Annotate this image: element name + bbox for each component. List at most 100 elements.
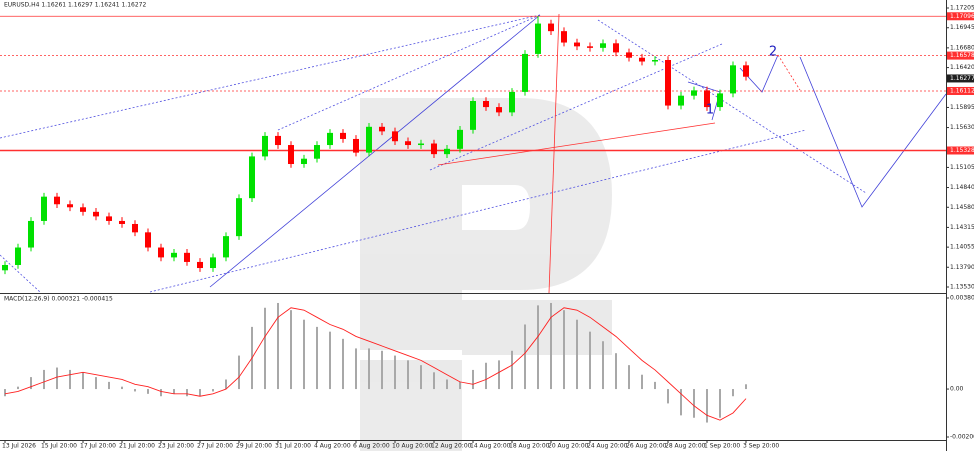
forecast-line <box>777 54 801 91</box>
chart-title: EURUSD,H4 1.16261 1.16297 1.16241 1.1627… <box>4 2 146 9</box>
y-tick-label: -0.002005 <box>950 434 974 441</box>
level-label: 1.16578 <box>950 52 974 59</box>
x-tick-label: 28 Aug 20:00 <box>665 443 706 450</box>
x-tick-label: 15 Jul 20:00 <box>41 443 77 450</box>
x-tick-label: 12 Aug 20:00 <box>431 443 472 450</box>
macd-bar <box>212 389 214 392</box>
candle-body <box>639 57 645 62</box>
candle-body <box>379 126 385 132</box>
macd-bar <box>589 331 591 390</box>
level-label: 1.16277 <box>950 75 974 82</box>
candle-body <box>236 198 242 237</box>
levels <box>0 15 946 152</box>
macd-bar <box>433 372 435 390</box>
x-tick-label: 24 Aug 20:00 <box>587 443 628 450</box>
x-tick-label: 20 Aug 20:00 <box>548 443 589 450</box>
y-tick-label: 1.14055 <box>950 244 974 251</box>
candle-body <box>249 156 255 199</box>
candle-body <box>522 53 528 92</box>
macd-bar <box>550 302 552 390</box>
channel-line <box>429 43 723 171</box>
y-tick-label: 1.13790 <box>950 264 974 271</box>
candle-body <box>730 65 736 94</box>
macd-bar <box>121 386 123 390</box>
level-tag <box>947 86 974 95</box>
macd-bar <box>706 389 708 423</box>
macd-bar <box>43 369 45 390</box>
macd-bar <box>667 389 669 404</box>
candle-body <box>353 138 359 153</box>
candle-body <box>691 90 697 96</box>
macd-bar <box>342 338 344 390</box>
candle-body <box>743 65 749 77</box>
candle-body <box>54 196 60 205</box>
y-tick-label: 1.15105 <box>950 164 974 171</box>
macd-bar <box>641 374 643 390</box>
candle-body <box>340 132 346 139</box>
support-line <box>437 122 716 166</box>
macd-bar <box>628 365 630 390</box>
level-label: 1.16112 <box>950 87 974 94</box>
macd-bar <box>615 353 617 390</box>
candle-body <box>2 264 8 271</box>
x-tick-label: 10 Aug 20:00 <box>392 443 433 450</box>
candle-body <box>41 196 47 221</box>
macd-bar <box>498 360 500 390</box>
candle-body <box>600 43 606 48</box>
candle-body <box>496 107 502 113</box>
x-tick-label: 3 Sep 20:00 <box>743 443 779 450</box>
macd-bar <box>654 381 656 390</box>
vertical-line <box>548 13 560 294</box>
candles: 12 <box>2 15 777 275</box>
candle-body <box>405 141 411 146</box>
macd-bar <box>394 355 396 390</box>
candle-body <box>652 60 658 62</box>
candle-body <box>483 101 489 108</box>
macd-bar <box>173 389 175 394</box>
candle-body <box>470 101 476 130</box>
candle-body <box>678 95 684 106</box>
macd-bar <box>459 381 461 390</box>
macd-bar <box>225 379 227 390</box>
macd-bar <box>563 310 565 390</box>
candle-body <box>158 247 164 258</box>
candle-body <box>327 132 333 146</box>
y-tick-label: 1.13530 <box>950 284 974 291</box>
candle-body <box>587 46 593 48</box>
y-tick-label: 0.003808 <box>950 295 974 302</box>
forecast-line <box>799 56 947 208</box>
candle-body <box>392 131 398 142</box>
watermark-shape <box>360 360 462 451</box>
macd-bar <box>485 362 487 390</box>
macd-bar <box>186 389 188 397</box>
wave-label: 2 <box>769 45 777 60</box>
macd-bar <box>264 307 266 390</box>
macd-bar <box>576 319 578 390</box>
macd-bar <box>134 389 136 392</box>
candle-body <box>431 143 437 155</box>
signal-line <box>4 307 747 421</box>
level-label: 1.15328 <box>950 147 974 154</box>
macd-bar <box>17 386 19 390</box>
macd-panel <box>4 302 747 423</box>
candle-body <box>132 223 138 233</box>
macd-title: MACD(12,26,9) 0.000321 -0.000415 <box>4 296 113 303</box>
y-tick-label: 1.14315 <box>950 224 974 231</box>
y-tick-label: 1.15895 <box>950 104 974 111</box>
macd-bar <box>719 389 721 418</box>
candle-body <box>301 158 307 165</box>
macd-bar <box>407 360 409 390</box>
macd-bar <box>316 326 318 390</box>
x-tick-label: 4 Aug 20:00 <box>314 443 351 450</box>
candle-body <box>197 261 203 269</box>
x-tick-label: 21 Jul 20:00 <box>119 443 155 450</box>
candle-body <box>119 220 125 224</box>
channel-line <box>597 19 867 194</box>
level-tag <box>947 12 974 21</box>
channel-line <box>0 254 41 293</box>
candle-body <box>444 148 450 155</box>
candle-body <box>704 90 710 108</box>
macd-bar <box>277 302 279 390</box>
